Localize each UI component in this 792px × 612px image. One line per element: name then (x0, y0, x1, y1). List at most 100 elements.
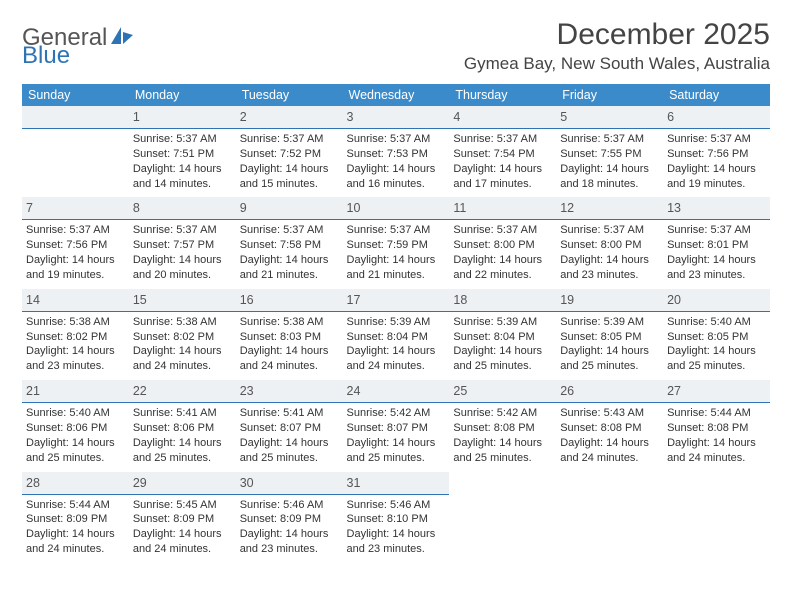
daylight-text: Daylight: 14 hours and 25 minutes. (560, 344, 659, 374)
calendar-week-row: 7Sunrise: 5:37 AMSunset: 7:56 PMDaylight… (22, 197, 770, 288)
calendar-cell: 18Sunrise: 5:39 AMSunset: 8:04 PMDayligh… (449, 289, 556, 380)
calendar-cell: 27Sunrise: 5:44 AMSunset: 8:08 PMDayligh… (663, 380, 770, 471)
sunrise-text: Sunrise: 5:43 AM (560, 406, 659, 421)
calendar-week-row: 1Sunrise: 5:37 AMSunset: 7:51 PMDaylight… (22, 106, 770, 197)
calendar-cell: 28 Sunrise: 5:44 AMSunset: 8:09 PMDayligh… (22, 472, 129, 563)
sunrise-text: Sunrise: 5:37 AM (667, 132, 766, 147)
calendar-cell: 23Sunrise: 5:41 AMSunset: 8:07 PMDayligh… (236, 380, 343, 471)
sunrise-text: Sunrise: 5:39 AM (453, 315, 552, 330)
calendar-cell: 29Sunrise: 5:45 AMSunset: 8:09 PMDayligh… (129, 472, 236, 563)
weekday-header: Wednesday (343, 84, 450, 106)
calendar-cell: 9Sunrise: 5:37 AMSunset: 7:58 PMDaylight… (236, 197, 343, 288)
day-number: 19 (560, 293, 574, 307)
sunset-text: Sunset: 8:01 PM (667, 238, 766, 253)
weekday-header: Friday (556, 84, 663, 106)
daylight-text: Daylight: 14 hours and 23 minutes. (667, 253, 766, 283)
sunset-text: Sunset: 8:02 PM (26, 330, 125, 345)
daylight-text: Daylight: 14 hours and 16 minutes. (347, 162, 446, 192)
calendar-cell: 19Sunrise: 5:39 AMSunset: 8:05 PMDayligh… (556, 289, 663, 380)
sunset-text: Sunset: 8:04 PM (453, 330, 552, 345)
day-number: 27 (667, 384, 681, 398)
daylight-text: Daylight: 14 hours and 24 minutes. (560, 436, 659, 466)
sunrise-text: Sunrise: 5:37 AM (133, 223, 232, 238)
sunset-text: Sunset: 8:04 PM (347, 330, 446, 345)
daylight-text: Daylight: 14 hours and 23 minutes. (560, 253, 659, 283)
day-number: 11 (453, 201, 466, 215)
weekday-header: Sunday (22, 84, 129, 106)
day-number: 21 (26, 384, 40, 398)
day-number: 29 (133, 476, 147, 490)
calendar-cell: 30Sunrise: 5:46 AMSunset: 8:09 PMDayligh… (236, 472, 343, 563)
calendar-cell: 16Sunrise: 5:38 AMSunset: 8:03 PMDayligh… (236, 289, 343, 380)
sunset-text: Sunset: 8:07 PM (347, 421, 446, 436)
calendar-cell: 1Sunrise: 5:37 AMSunset: 7:51 PMDaylight… (129, 106, 236, 197)
daylight-text: Daylight: 14 hours and 25 minutes. (240, 436, 339, 466)
sunset-text: Sunset: 7:52 PM (240, 147, 339, 162)
daylight-text: Daylight: 14 hours and 25 minutes. (26, 436, 125, 466)
daylight-text: Daylight: 14 hours and 24 minutes. (26, 527, 125, 557)
day-number: 7 (26, 201, 33, 215)
sunrise-text: Sunrise: 5:44 AM (26, 498, 125, 513)
sunrise-text: Sunrise: 5:40 AM (667, 315, 766, 330)
day-number: 18 (453, 293, 467, 307)
sunset-text: Sunset: 7:57 PM (133, 238, 232, 253)
day-number: 25 (453, 384, 467, 398)
daylight-text: Daylight: 14 hours and 23 minutes. (26, 344, 125, 374)
daylight-text: Daylight: 14 hours and 25 minutes. (347, 436, 446, 466)
sunset-text: Sunset: 8:09 PM (240, 512, 339, 527)
calendar-week-row: 14Sunrise: 5:38 AMSunset: 8:02 PMDayligh… (22, 289, 770, 380)
daylight-text: Daylight: 14 hours and 24 minutes. (240, 344, 339, 374)
calendar-cell: 10Sunrise: 5:37 AMSunset: 7:59 PMDayligh… (343, 197, 450, 288)
day-number: 22 (133, 384, 147, 398)
day-number: 30 (240, 476, 254, 490)
sunset-text: Sunset: 8:08 PM (453, 421, 552, 436)
daylight-text: Daylight: 14 hours and 24 minutes. (133, 527, 232, 557)
calendar-cell: 11Sunrise: 5:37 AMSunset: 8:00 PMDayligh… (449, 197, 556, 288)
weekday-header: Saturday (663, 84, 770, 106)
sunrise-text: Sunrise: 5:37 AM (453, 132, 552, 147)
day-number: 1 (133, 110, 140, 124)
location: Gymea Bay, New South Wales, Australia (464, 54, 770, 74)
sunset-text: Sunset: 8:05 PM (560, 330, 659, 345)
daylight-text: Daylight: 14 hours and 19 minutes. (26, 253, 125, 283)
daylight-text: Daylight: 14 hours and 23 minutes. (240, 527, 339, 557)
sunset-text: Sunset: 7:51 PM (133, 147, 232, 162)
sunset-text: Sunset: 8:03 PM (240, 330, 339, 345)
sunrise-text: Sunrise: 5:37 AM (347, 223, 446, 238)
calendar-cell: 13Sunrise: 5:37 AMSunset: 8:01 PMDayligh… (663, 197, 770, 288)
sunrise-text: Sunrise: 5:41 AM (133, 406, 232, 421)
daylight-text: Daylight: 14 hours and 15 minutes. (240, 162, 339, 192)
sunset-text: Sunset: 8:09 PM (26, 512, 125, 527)
sunrise-text: Sunrise: 5:38 AM (26, 315, 125, 330)
sunrise-text: Sunrise: 5:38 AM (133, 315, 232, 330)
sunset-text: Sunset: 8:08 PM (667, 421, 766, 436)
calendar-cell: 8Sunrise: 5:37 AMSunset: 7:57 PMDaylight… (129, 197, 236, 288)
calendar-cell: 25Sunrise: 5:42 AMSunset: 8:08 PMDayligh… (449, 380, 556, 471)
sunset-text: Sunset: 7:54 PM (453, 147, 552, 162)
sunset-text: Sunset: 8:08 PM (560, 421, 659, 436)
daylight-text: Daylight: 14 hours and 23 minutes. (347, 527, 446, 557)
sunrise-text: Sunrise: 5:37 AM (560, 132, 659, 147)
sunset-text: Sunset: 8:05 PM (667, 330, 766, 345)
day-number: 31 (347, 476, 361, 490)
daylight-text: Daylight: 14 hours and 20 minutes. (133, 253, 232, 283)
day-number: 28 (26, 476, 40, 490)
day-number: 23 (240, 384, 254, 398)
sunset-text: Sunset: 8:06 PM (133, 421, 232, 436)
daylight-text: Daylight: 14 hours and 14 minutes. (133, 162, 232, 192)
daylight-text: Daylight: 14 hours and 24 minutes. (133, 344, 232, 374)
sunset-text: Sunset: 7:56 PM (26, 238, 125, 253)
calendar-cell: 14 Sunrise: 5:38 AMSunset: 8:02 PMDayligh… (22, 289, 129, 380)
sunset-text: Sunset: 8:07 PM (240, 421, 339, 436)
daylight-text: Daylight: 14 hours and 19 minutes. (667, 162, 766, 192)
sunrise-text: Sunrise: 5:46 AM (347, 498, 446, 513)
day-number: 14 (26, 293, 40, 307)
sunrise-text: Sunrise: 5:42 AM (347, 406, 446, 421)
calendar-cell: 3Sunrise: 5:37 AMSunset: 7:53 PMDaylight… (343, 106, 450, 197)
sunset-text: Sunset: 7:58 PM (240, 238, 339, 253)
daylight-text: Daylight: 14 hours and 21 minutes. (240, 253, 339, 283)
day-number: 17 (347, 293, 361, 307)
calendar-cell: 12Sunrise: 5:37 AMSunset: 8:00 PMDayligh… (556, 197, 663, 288)
calendar-table: Sunday Monday Tuesday Wednesday Thursday… (22, 84, 770, 563)
calendar-cell: 15Sunrise: 5:38 AMSunset: 8:02 PMDayligh… (129, 289, 236, 380)
